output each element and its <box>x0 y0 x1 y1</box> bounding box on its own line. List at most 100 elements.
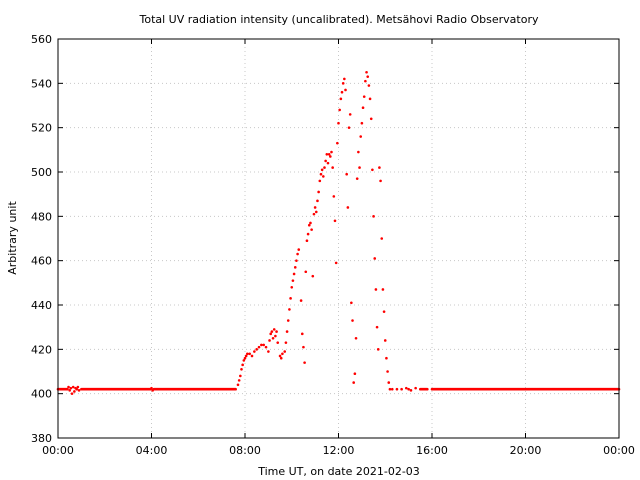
grid-lines <box>58 39 619 438</box>
x-tick-label: 08:00 <box>229 444 261 457</box>
data-point <box>237 379 241 382</box>
data-point <box>279 356 283 360</box>
data-point <box>313 206 317 209</box>
x-tick-label: 12:00 <box>323 444 355 457</box>
y-tick-label: 400 <box>31 388 52 401</box>
data-point <box>366 75 370 78</box>
data-point <box>379 179 382 183</box>
data-point <box>364 79 367 83</box>
data-points <box>56 70 621 395</box>
data-point <box>309 221 312 225</box>
data-point <box>292 272 296 276</box>
data-point <box>306 232 310 236</box>
y-axis-tick-labels: 380 400 420 440 460 480 500 520 540 560 <box>31 33 52 445</box>
data-point <box>341 82 345 85</box>
y-tick-label: 560 <box>31 33 52 46</box>
data-point <box>387 381 391 384</box>
data-point <box>76 385 80 389</box>
data-point <box>390 387 394 391</box>
data-point <box>322 175 325 178</box>
data-point <box>293 266 297 269</box>
data-point <box>268 339 271 342</box>
data-point <box>381 288 385 291</box>
data-point <box>278 354 282 358</box>
data-point <box>275 330 278 333</box>
data-point <box>325 152 329 156</box>
data-point <box>319 172 323 176</box>
data-point <box>262 343 266 347</box>
data-point <box>250 354 254 358</box>
y-tick-label: 440 <box>31 299 52 312</box>
data-point <box>359 135 363 138</box>
data-point <box>241 363 244 367</box>
data-point <box>284 341 288 344</box>
data-point <box>354 336 358 340</box>
y-tick-label: 520 <box>31 122 52 135</box>
data-point <box>316 199 319 203</box>
data-point <box>320 168 324 172</box>
data-point <box>395 387 399 391</box>
y-tick-label: 380 <box>31 432 52 445</box>
data-point <box>73 390 76 393</box>
data-point <box>375 325 379 329</box>
data-point <box>378 166 381 169</box>
data-point <box>373 257 377 260</box>
data-point <box>344 88 347 92</box>
data-point <box>291 279 295 282</box>
data-point <box>347 126 351 129</box>
data-point <box>340 90 344 94</box>
data-point <box>324 159 327 163</box>
data-point <box>290 285 294 289</box>
y-tick-label: 480 <box>31 210 52 223</box>
data-point <box>365 70 368 74</box>
x-tick-label: 00:00 <box>42 444 74 457</box>
data-point <box>305 239 309 243</box>
data-point <box>236 383 240 387</box>
data-point <box>355 177 359 180</box>
data-point <box>361 106 365 110</box>
data-point <box>295 259 298 262</box>
data-point <box>248 352 251 356</box>
data-point <box>286 319 290 322</box>
data-point <box>386 370 389 373</box>
data-point <box>253 350 256 353</box>
data-point <box>257 345 261 349</box>
data-point <box>329 155 332 158</box>
data-point <box>333 219 337 223</box>
axis-ticks <box>57 38 620 439</box>
data-point <box>351 319 354 322</box>
data-point <box>414 386 417 390</box>
data-point <box>323 166 326 169</box>
data-point <box>314 210 318 214</box>
data-point <box>77 389 81 392</box>
x-tick-label: 00:00 <box>603 444 635 457</box>
data-point <box>345 172 348 176</box>
chart-title: Total UV radiation intensity (uncalibrat… <box>139 13 539 26</box>
data-point <box>281 352 284 356</box>
data-point <box>242 359 246 362</box>
data-point <box>255 348 258 351</box>
data-point <box>67 385 70 389</box>
data-point <box>376 348 380 351</box>
data-point <box>310 228 313 231</box>
data-point <box>296 252 299 256</box>
data-point <box>409 389 413 392</box>
data-point <box>283 350 287 353</box>
data-point <box>357 150 360 154</box>
data-point <box>243 356 247 360</box>
data-point <box>353 372 357 376</box>
data-point <box>71 385 75 389</box>
data-point <box>331 166 334 169</box>
data-point <box>299 299 303 302</box>
data-point <box>338 108 341 112</box>
data-point <box>264 345 268 349</box>
data-point <box>70 392 74 395</box>
data-point <box>404 386 408 390</box>
data-point <box>337 121 340 125</box>
data-point <box>312 212 316 216</box>
data-point <box>407 387 410 391</box>
data-point <box>148 387 152 391</box>
data-point <box>239 374 242 378</box>
data-point <box>274 334 277 338</box>
data-point <box>358 166 361 169</box>
